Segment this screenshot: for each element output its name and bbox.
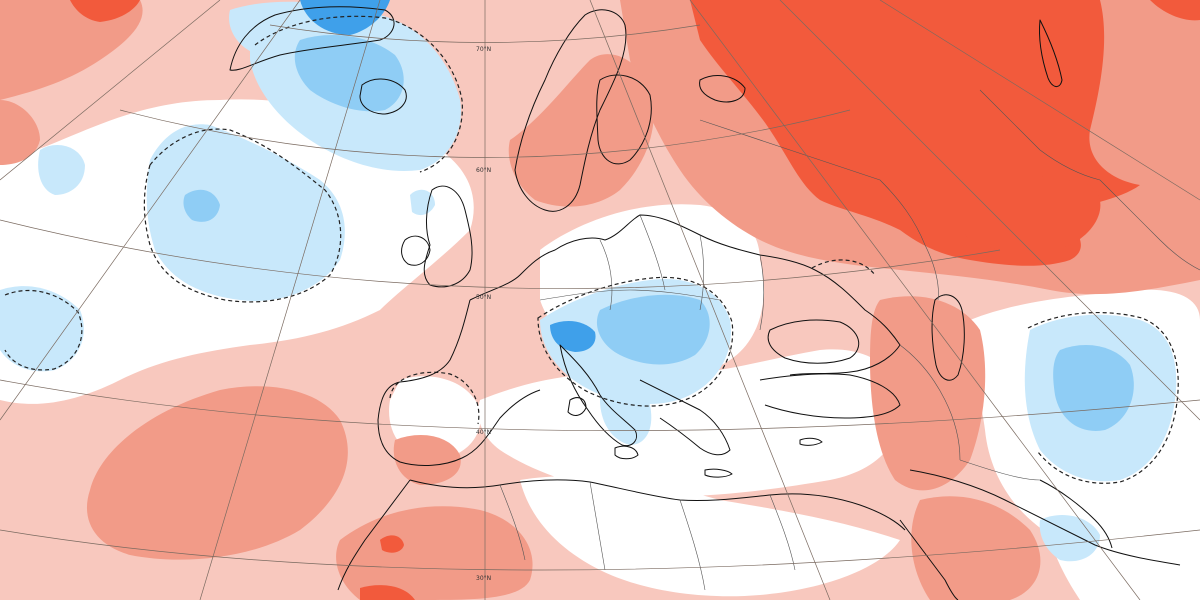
border-9 [899,344,961,461]
border-11 [589,481,606,571]
border-3 [699,234,705,311]
meridian-3 [0,0,301,421]
border-13 [769,494,796,571]
cool-italy-adriatic [600,378,652,445]
warm-morocco [336,506,533,600]
lat-label-30: 30°N [476,575,491,582]
coast-white-sea [699,75,746,103]
strong-warm-morocco-spot [380,535,404,553]
coast-red-sea [899,519,959,600]
meridian-2 [199,0,381,600]
zero-contour-iberia [389,371,480,425]
scool-alps [550,320,596,352]
coast-novaya [1039,19,1063,87]
coastlines [229,6,1181,600]
coast-sicily-sardinia [567,397,639,460]
lat-label-70: 70°N [476,46,491,53]
coast-ireland [401,235,431,266]
lat-label-40: 40°N [476,429,491,436]
lat-label-60: 60°N [476,167,491,174]
meridian-8 [879,0,1200,201]
strong-warm-sahara-bottom [360,585,415,600]
meridian-6 [689,0,1141,600]
meridian-5 [589,0,831,600]
warm-atlantic-sw [86,386,348,560]
warm-greenland-w [0,100,40,165]
coast-italy [559,344,637,447]
warm-iberia [393,435,461,485]
warm-nw-corner [0,0,143,100]
strong-warm-kazakh [954,174,1101,252]
meridian-7 [779,0,1200,421]
coast-north-africa [409,479,906,531]
cool-scotland [410,189,435,216]
zero-contour-atlantic [143,128,342,303]
scool-greenland-east [300,0,390,35]
border-1 [599,239,613,311]
latitude-labels: 70°N 60°N 50°N 40°N 30°N [476,46,491,582]
border-5 [539,289,721,301]
warm-scandinavia [508,54,654,207]
parallel-30 [0,529,1200,571]
border-12 [679,499,706,591]
border-7 [879,179,939,301]
border-6 [699,119,881,181]
coast-france-iberia [377,299,541,466]
parallel-40 [0,379,1200,431]
warm-turkey [870,296,986,491]
coast-caspian [931,294,965,381]
parallel-50 [0,219,1001,289]
coast-crete-cyprus [704,437,823,478]
border-8 [979,89,1101,181]
cool-north-atlantic [146,124,345,301]
border-10 [959,459,1041,481]
border-2 [639,214,666,291]
coast-uk [423,185,473,288]
mcool-north-atlantic [183,189,220,222]
lat-label-50: 50°N [476,294,491,301]
zero-contour-russia [811,259,876,276]
mcool-alps [596,294,710,365]
coast-finland [596,74,652,165]
strong-warm-regions [70,0,1200,600]
strong-warm-ne-corner [1150,0,1200,21]
coast-iceland [359,78,407,115]
strong-cool-regions [300,0,596,352]
coast-arabia [909,469,1181,566]
mcool-iceland [294,35,404,112]
border-14 [499,484,526,561]
zero-contour-middle-east [1027,311,1179,484]
coast-turkey [759,373,901,419]
zero-contour-europe [537,276,734,407]
cool-nw-atlantic [0,286,84,372]
coast-balkans-greece [639,379,731,456]
border-4 [759,254,765,331]
strong-warm-nw [70,0,140,22]
coast-black-sea [767,319,860,364]
mcool-middle-east [1053,345,1134,431]
zero-contour-nw [4,289,83,371]
coast-norway-sweden [514,9,627,212]
meridian-4 [0,0,221,181]
cool-labrador [38,145,85,195]
moderate-cool-regions [183,35,1134,431]
border-15 [1099,179,1200,271]
coast-west-africa [337,479,411,591]
borders [499,89,1200,591]
coast-greenland [229,6,395,71]
coast-europe-main [469,214,901,376]
warm-arabia [911,496,1041,600]
neutral-north-africa [520,476,900,597]
